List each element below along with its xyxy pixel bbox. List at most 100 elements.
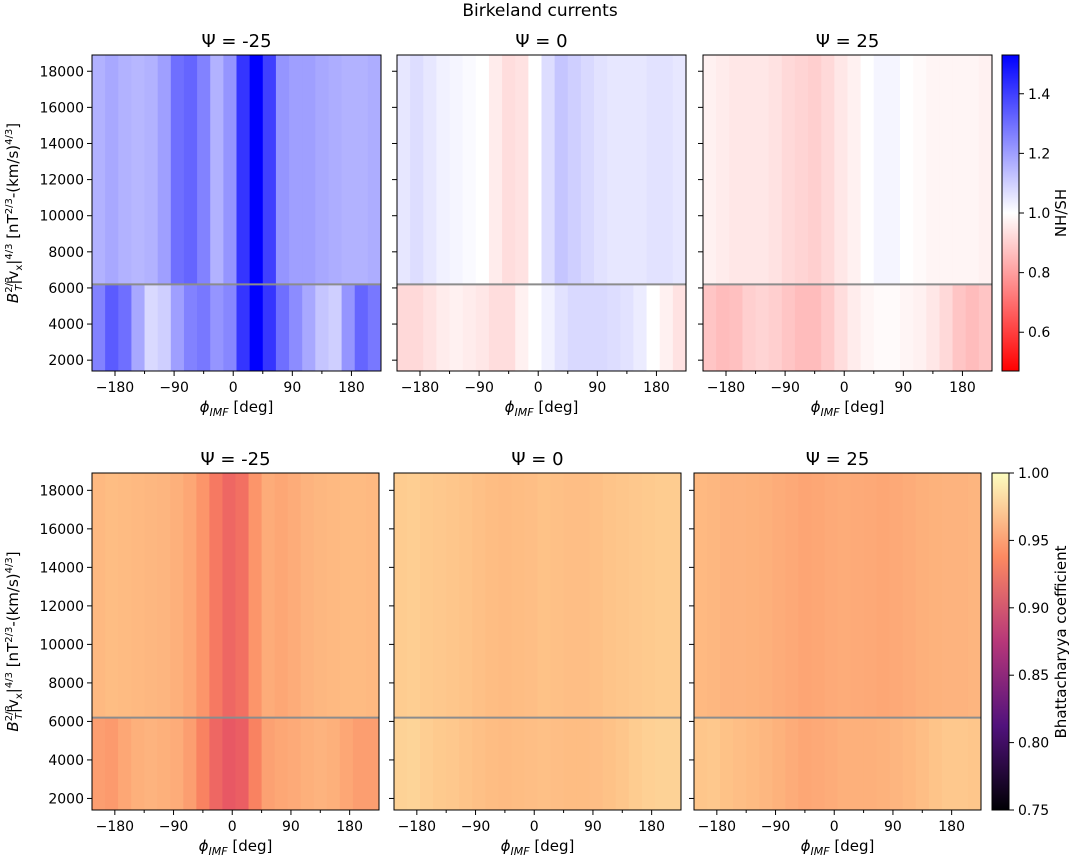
colorbar-top-gradient [1001, 54, 1020, 372]
cell-upper [967, 473, 981, 718]
x-tick-label: 180 [638, 819, 665, 835]
cell-lower [798, 717, 813, 810]
y-label-unit: [nT [4, 642, 22, 672]
cell-upper [407, 473, 421, 718]
cell-upper [131, 473, 145, 718]
cell-upper [550, 473, 565, 718]
y-tick-label: 14000 [39, 560, 84, 576]
colorbar-bottom-label: Bhattacharyya coefficient [1052, 545, 1070, 738]
cell-upper [716, 55, 730, 285]
y-label-b: B [4, 293, 22, 303]
cell-upper [472, 473, 486, 718]
colorbar-tick-label: 1.4 [1028, 87, 1050, 103]
cell-upper [394, 473, 408, 718]
cell-upper [863, 473, 878, 718]
cell-lower [515, 284, 529, 371]
cell-upper [183, 473, 197, 718]
panel-title: Ψ = -25 [200, 449, 270, 470]
cell-upper [589, 473, 604, 718]
cell-lower [716, 284, 730, 371]
heatmap-cells [92, 55, 381, 371]
cell-lower [641, 717, 656, 810]
y-label-unit_mid: -(km/s) [4, 145, 22, 198]
cell-upper [889, 473, 904, 718]
cell-lower [433, 717, 447, 810]
x-tick-label: −180 [398, 819, 436, 835]
colorbar-top-ticks: 0.6 0.8 1.0 1.2 1.4 [1019, 87, 1050, 341]
cell-lower [183, 717, 197, 810]
x-label-phi: ϕ [801, 837, 811, 855]
cell-upper [275, 55, 290, 285]
cell-lower [954, 717, 969, 810]
x-tick-label: 180 [643, 380, 670, 396]
cell-lower [449, 284, 464, 371]
cell-lower [811, 717, 826, 810]
cell-lower [567, 284, 582, 371]
x-label-unit: [deg] [830, 837, 875, 855]
cell-upper [847, 55, 862, 285]
y-label-v_sub: x [14, 693, 25, 699]
cell-upper [236, 55, 251, 285]
cell-upper [209, 473, 224, 718]
cell-lower [967, 717, 981, 810]
cell-lower [300, 717, 315, 810]
x-tick-label: 90 [584, 819, 602, 835]
cell-lower [785, 717, 799, 810]
cell-upper [210, 55, 224, 285]
cell-upper [941, 473, 956, 718]
x-tick-label: −180 [96, 380, 134, 396]
cell-upper [703, 55, 717, 285]
y-tick-label: 14000 [39, 136, 84, 152]
cell-lower [913, 284, 927, 371]
y-tick-label: 6000 [48, 714, 84, 730]
cell-lower [249, 284, 264, 371]
cell-lower [420, 717, 434, 810]
cell-upper [794, 55, 809, 285]
cell-upper [954, 473, 969, 718]
y-tick-label: 2000 [48, 353, 84, 369]
cell-upper [707, 473, 721, 718]
x-label-sub: IMF [821, 406, 841, 419]
cell-upper [926, 55, 941, 285]
cell-lower [537, 717, 552, 810]
cell-upper [594, 55, 608, 285]
cell-lower [197, 284, 211, 371]
cell-lower [902, 717, 917, 810]
cell-upper [694, 473, 708, 718]
cell-lower [939, 284, 954, 371]
colorbar-bottom-gradient [991, 472, 1010, 811]
x-tick-label: 0 [229, 380, 238, 396]
cell-lower [667, 717, 681, 810]
cell-lower [580, 284, 595, 371]
colorbar-tick-label: 0.90 [1018, 601, 1049, 617]
cell-lower [646, 284, 661, 371]
cell-lower [524, 717, 539, 810]
x-tick-label: −90 [159, 819, 189, 835]
cell-upper [410, 55, 424, 285]
cell-lower [755, 284, 770, 371]
cell-lower [223, 284, 238, 371]
cell-lower [528, 284, 543, 371]
cell-lower [703, 284, 717, 371]
cell-upper [235, 473, 250, 718]
cell-lower [459, 717, 473, 810]
cell-upper [354, 55, 369, 285]
y-label-close: ] [4, 551, 22, 557]
cell-lower [170, 717, 184, 810]
cell-lower [654, 717, 669, 810]
y-label-unit: [nT [4, 213, 22, 243]
cell-lower [118, 717, 132, 810]
cell-lower [759, 717, 773, 810]
cell-upper [729, 55, 744, 285]
x-label-phi: ϕ [501, 837, 511, 855]
x-tick-label: −180 [401, 380, 439, 396]
cell-lower [144, 717, 158, 810]
cell-lower [707, 717, 721, 810]
cell-lower [860, 284, 875, 371]
y-label-unit_sup2: 4/3 [4, 129, 15, 145]
y-label-v_sup: 4/3 [4, 244, 15, 260]
cell-upper [261, 473, 276, 718]
cell-upper [196, 473, 211, 718]
heatmap-panel-6: Ψ = 25 −180 −90 0 90 180 ϕIMF [deg] [689, 449, 982, 858]
y-label-bar: | [4, 260, 22, 265]
